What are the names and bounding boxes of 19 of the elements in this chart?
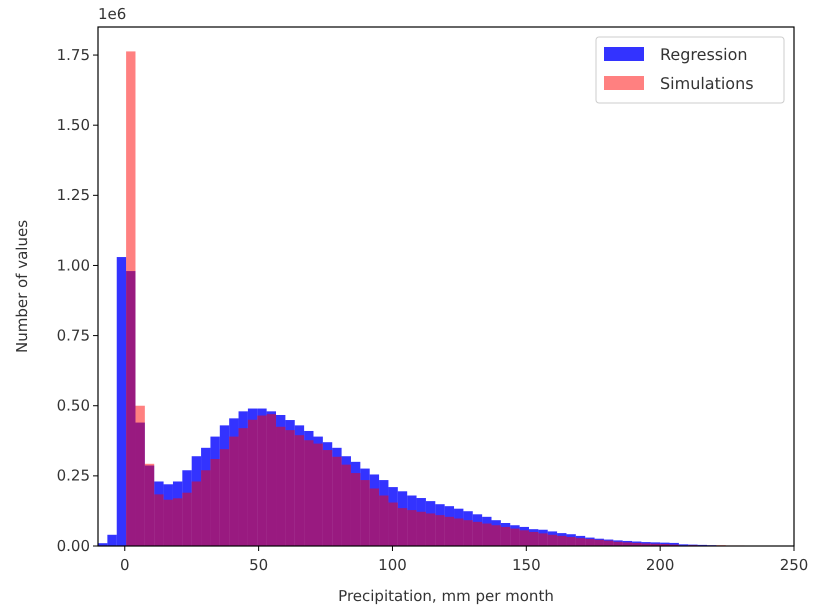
y-tick-label: 1.50 — [56, 116, 90, 134]
y-tick-label: 0.00 — [56, 536, 90, 555]
x-tick-label: 150 — [512, 556, 541, 574]
x-tick-label: 200 — [646, 556, 674, 574]
y-axis-title: Number of values — [13, 220, 31, 354]
y-tick-label: 0.50 — [56, 396, 90, 415]
y-tick-label: 1.75 — [56, 46, 90, 64]
x-tick-label: 250 — [780, 556, 808, 574]
x-tick-label: 100 — [378, 556, 407, 574]
legend-label: Simulations — [660, 74, 754, 93]
x-tick-label: 50 — [249, 556, 268, 574]
legend-label: Regression — [660, 45, 748, 64]
y-tick-label: 0.25 — [56, 466, 90, 485]
x-axis-title: Precipitation, mm per month — [338, 587, 554, 605]
y-tick-label: 1.25 — [56, 186, 90, 204]
y-tick-label: 0.75 — [56, 326, 90, 344]
text: 1e6 — [98, 5, 126, 23]
y-tick-label: 1.00 — [56, 256, 90, 274]
x-tick-label: 0 — [120, 556, 130, 574]
